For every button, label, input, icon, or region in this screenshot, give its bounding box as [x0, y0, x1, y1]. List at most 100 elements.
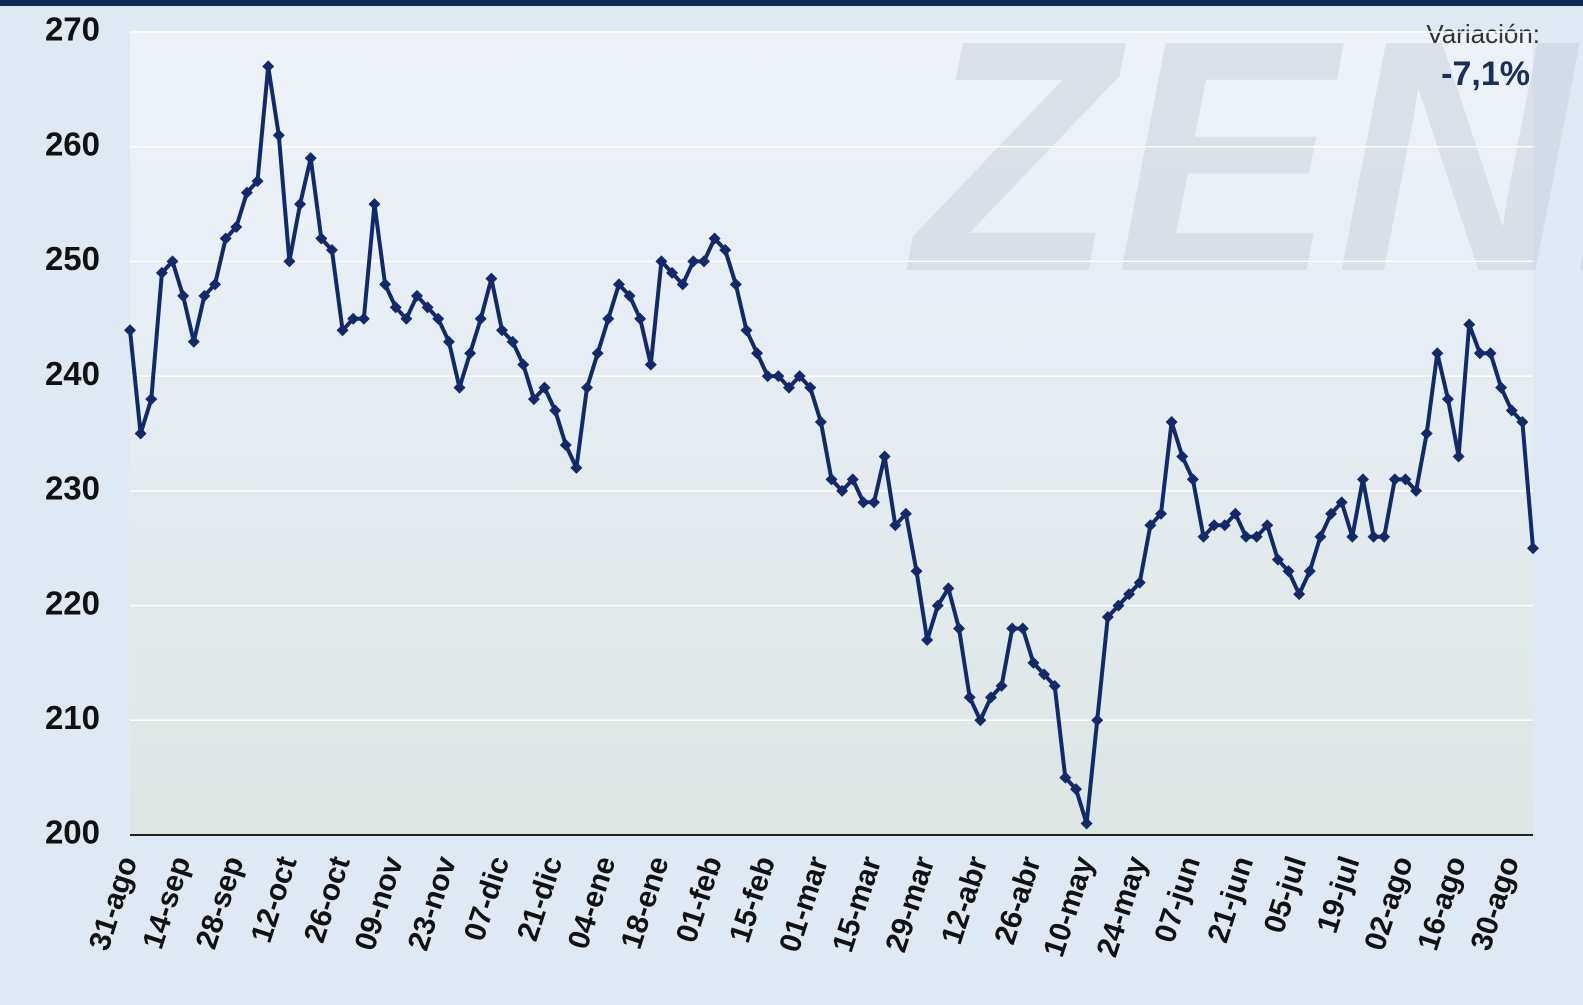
marker	[272, 129, 285, 142]
marker	[1027, 656, 1040, 669]
marker	[1484, 347, 1497, 360]
marker	[687, 255, 700, 268]
marker	[570, 461, 583, 474]
marker	[953, 622, 966, 635]
marker	[910, 565, 923, 578]
marker	[410, 289, 423, 302]
marker	[719, 243, 732, 256]
marker	[1165, 416, 1178, 429]
marker	[219, 232, 232, 245]
y-tick-label: 270	[45, 11, 100, 48]
marker	[368, 198, 381, 211]
marker	[187, 335, 200, 348]
marker	[1144, 519, 1157, 532]
marker	[379, 278, 392, 291]
marker	[995, 679, 1008, 692]
marker	[134, 427, 147, 440]
marker	[602, 312, 615, 325]
marker	[527, 393, 540, 406]
marker	[474, 312, 487, 325]
marker	[931, 599, 944, 612]
marker	[921, 633, 934, 646]
marker	[198, 289, 211, 302]
marker	[623, 289, 636, 302]
marker	[1282, 565, 1295, 578]
marker	[1271, 553, 1284, 566]
marker	[538, 381, 551, 394]
marker	[1218, 519, 1231, 532]
y-tick-label: 210	[45, 699, 100, 736]
y-tick-label: 200	[45, 814, 100, 851]
marker	[814, 416, 827, 429]
marker	[793, 370, 806, 383]
marker	[1006, 622, 1019, 635]
marker	[836, 484, 849, 497]
marker	[772, 370, 785, 383]
marker	[676, 278, 689, 291]
marker	[400, 312, 413, 325]
marker	[1388, 473, 1401, 486]
marker	[166, 255, 179, 268]
marker	[421, 301, 434, 314]
marker	[857, 496, 870, 509]
marker	[729, 278, 742, 291]
marker	[1197, 530, 1210, 543]
marker	[496, 324, 509, 337]
marker	[1293, 588, 1306, 601]
marker	[825, 473, 838, 486]
marker	[294, 198, 307, 211]
top-border	[0, 0, 1583, 6]
marker	[666, 266, 679, 279]
marker	[1378, 530, 1391, 543]
marker	[1303, 565, 1316, 578]
marker	[155, 266, 168, 279]
marker	[1473, 347, 1486, 360]
marker	[708, 232, 721, 245]
marker	[389, 301, 402, 314]
marker	[1325, 507, 1338, 520]
marker	[1356, 473, 1369, 486]
marker	[1048, 679, 1061, 692]
marker	[1112, 599, 1125, 612]
marker	[1091, 714, 1104, 727]
marker	[517, 358, 530, 371]
marker	[347, 312, 360, 325]
marker	[1016, 622, 1029, 635]
marker	[1463, 318, 1476, 331]
marker	[963, 691, 976, 704]
marker	[315, 232, 328, 245]
marker	[304, 152, 317, 165]
marker	[591, 347, 604, 360]
marker	[1431, 347, 1444, 360]
marker	[1495, 381, 1508, 394]
marker	[751, 347, 764, 360]
marker	[1505, 404, 1518, 417]
marker	[1420, 427, 1433, 440]
marker	[357, 312, 370, 325]
variation-label: Variación:	[1426, 19, 1540, 49]
marker	[634, 312, 647, 325]
marker	[1186, 473, 1199, 486]
marker	[251, 175, 264, 188]
marker	[878, 450, 891, 463]
marker	[336, 324, 349, 337]
plot-area	[130, 32, 1533, 835]
marker	[432, 312, 445, 325]
marker	[1069, 783, 1082, 796]
marker	[1229, 507, 1242, 520]
marker	[1314, 530, 1327, 543]
marker	[889, 519, 902, 532]
marker	[240, 186, 253, 199]
marker	[846, 473, 859, 486]
marker	[1176, 450, 1189, 463]
marker	[1346, 530, 1359, 543]
marker	[209, 278, 222, 291]
marker	[984, 691, 997, 704]
y-tick-label: 250	[45, 240, 100, 277]
marker	[549, 404, 562, 417]
marker	[1101, 611, 1114, 624]
marker	[1516, 416, 1529, 429]
marker	[1452, 450, 1465, 463]
